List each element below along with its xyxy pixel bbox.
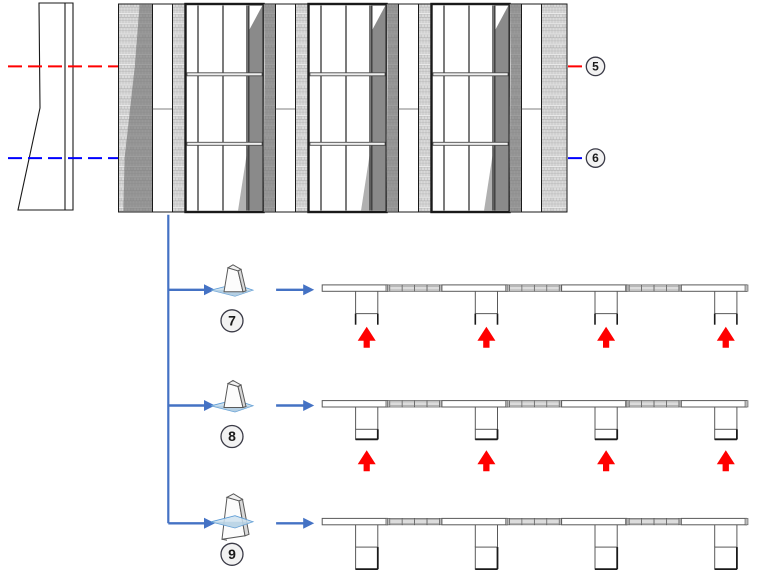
svg-text:6: 6: [592, 151, 599, 165]
svg-text:5: 5: [592, 60, 599, 74]
svg-text:7: 7: [228, 312, 236, 328]
svg-text:9: 9: [228, 546, 236, 562]
svg-text:8: 8: [228, 428, 236, 444]
